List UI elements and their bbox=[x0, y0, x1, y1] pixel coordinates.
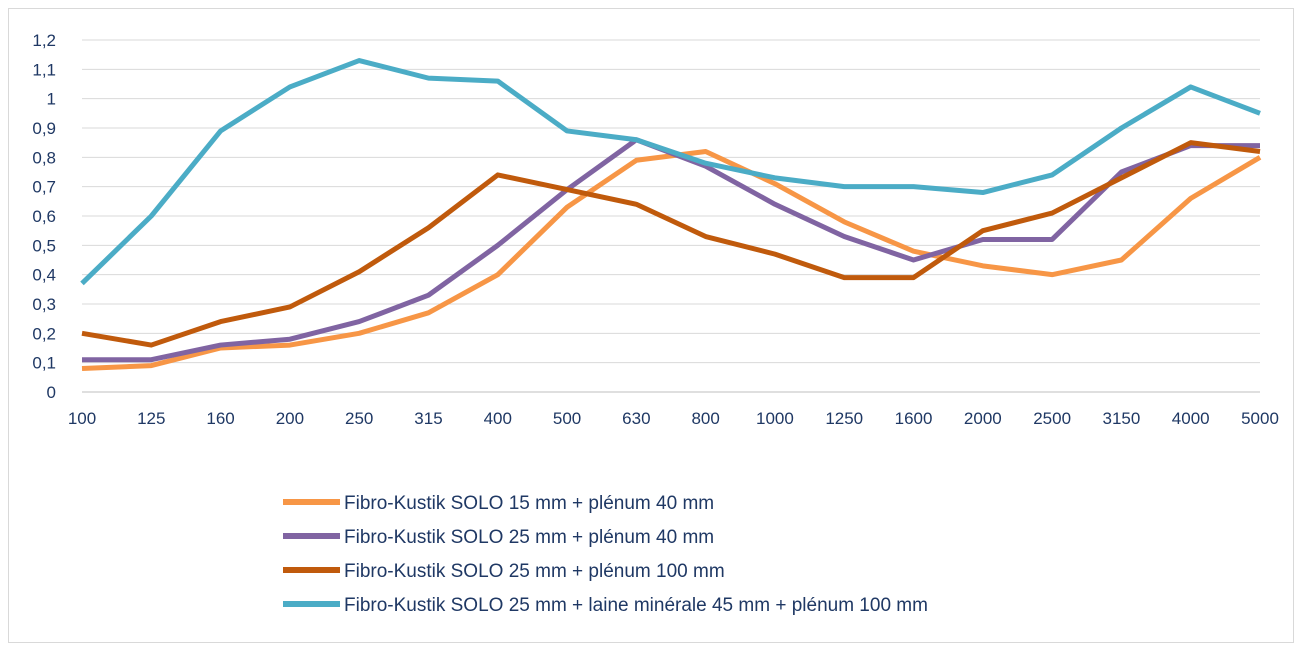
y-tick-label: 1,2 bbox=[32, 31, 56, 50]
y-tick-label: 0,2 bbox=[32, 324, 56, 343]
y-tick-label: 0,4 bbox=[32, 266, 56, 285]
y-tick-label: 0,3 bbox=[32, 295, 56, 314]
y-tick-label: 0,5 bbox=[32, 236, 56, 255]
legend-item-3: Fibro-Kustik SOLO 25 mm + plénum 100 mm bbox=[283, 561, 725, 582]
x-tick-label: 2500 bbox=[1033, 409, 1071, 428]
x-tick-label: 200 bbox=[276, 409, 304, 428]
legend-label: Fibro-Kustik SOLO 25 mm + laine minérale… bbox=[344, 595, 928, 616]
y-tick-label: 1,1 bbox=[32, 60, 56, 79]
x-tick-label: 1000 bbox=[756, 409, 794, 428]
x-tick-label: 125 bbox=[137, 409, 165, 428]
series-line-2 bbox=[82, 137, 1260, 363]
gridlines bbox=[82, 39, 1260, 393]
y-tick-label: 0 bbox=[47, 383, 56, 402]
x-tick-label: 160 bbox=[206, 409, 234, 428]
y-tick-label: 1 bbox=[47, 90, 56, 109]
x-tick-label: 1600 bbox=[895, 409, 933, 428]
legend-label: Fibro-Kustik SOLO 15 mm + plénum 40 mm bbox=[344, 493, 714, 514]
x-tick-label: 630 bbox=[622, 409, 650, 428]
legend: Fibro-Kustik SOLO 15 mm + plénum 40 mm Fi… bbox=[283, 493, 928, 616]
series-lines bbox=[80, 58, 1262, 372]
series-line-1 bbox=[81, 148, 1262, 372]
x-tick-label: 250 bbox=[345, 409, 373, 428]
x-axis-tick-labels: 100 125 160 200 250 315 400 500 630 800 1000 1250 16… bbox=[68, 409, 1279, 428]
y-tick-label: 0,9 bbox=[32, 119, 56, 138]
series-line-4 bbox=[80, 58, 1261, 286]
legend-label: Fibro-Kustik SOLO 25 mm + plénum 100 mm bbox=[344, 561, 725, 582]
legend-item-1: Fibro-Kustik SOLO 15 mm + plénum 40 mm bbox=[283, 493, 714, 514]
y-tick-label: 0,1 bbox=[32, 354, 56, 373]
x-tick-label: 400 bbox=[484, 409, 512, 428]
legend-item-2: Fibro-Kustik SOLO 25 mm + plénum 40 mm bbox=[283, 527, 714, 548]
series-line-3 bbox=[81, 140, 1261, 348]
x-tick-label: 100 bbox=[68, 409, 96, 428]
legend-label: Fibro-Kustik SOLO 25 mm + plénum 40 mm bbox=[344, 527, 714, 548]
y-tick-label: 0,7 bbox=[32, 178, 56, 197]
x-tick-label: 500 bbox=[553, 409, 581, 428]
y-tick-label: 0,8 bbox=[32, 148, 56, 167]
chart-frame bbox=[8, 8, 1294, 643]
legend-item-4: Fibro-Kustik SOLO 25 mm + laine minérale… bbox=[283, 595, 928, 616]
x-tick-label: 5000 bbox=[1241, 409, 1279, 428]
x-tick-label: 800 bbox=[691, 409, 719, 428]
x-tick-label: 3150 bbox=[1102, 409, 1140, 428]
x-tick-label: 2000 bbox=[964, 409, 1002, 428]
x-tick-label: 315 bbox=[414, 409, 442, 428]
x-tick-label: 4000 bbox=[1172, 409, 1210, 428]
y-tick-label: 0,6 bbox=[32, 207, 56, 226]
y-axis-tick-labels: 0 0,1 0,2 0,3 0,4 0,5 0,6 0,7 0,8 0,9 1 1,1 1,2 bbox=[32, 31, 56, 402]
x-tick-label: 1250 bbox=[825, 409, 863, 428]
